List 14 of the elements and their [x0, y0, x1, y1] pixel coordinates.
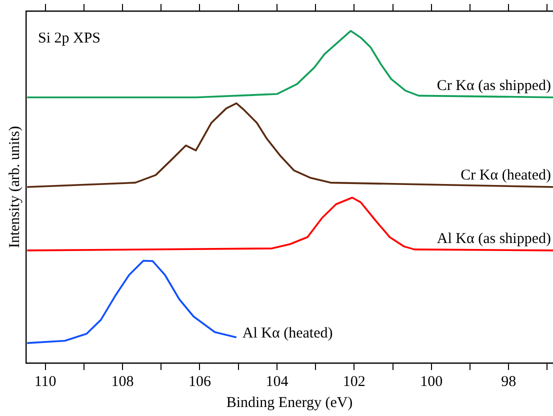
x-tick-label: 106 [188, 374, 212, 390]
series-label: Cr Kα (as shipped) [436, 78, 551, 94]
x-axis-title: Binding Energy (eV) [226, 394, 353, 411]
series-label: Al Kα (as shipped) [436, 230, 551, 247]
x-tick-label: 104 [266, 374, 289, 390]
chart-title: Si 2p XPS [38, 30, 101, 46]
x-tick-label: 110 [34, 374, 56, 390]
x-tick-label: 108 [111, 374, 134, 390]
y-axis-title: Intensity (arb. units) [6, 126, 23, 248]
series-label: Cr Kα (heated) [460, 167, 551, 184]
x-tick-label: 102 [342, 374, 366, 390]
x-tick-label: 100 [420, 374, 443, 390]
x-tick-label: 98 [501, 374, 516, 390]
series-label: Al Kα (heated) [242, 325, 333, 342]
